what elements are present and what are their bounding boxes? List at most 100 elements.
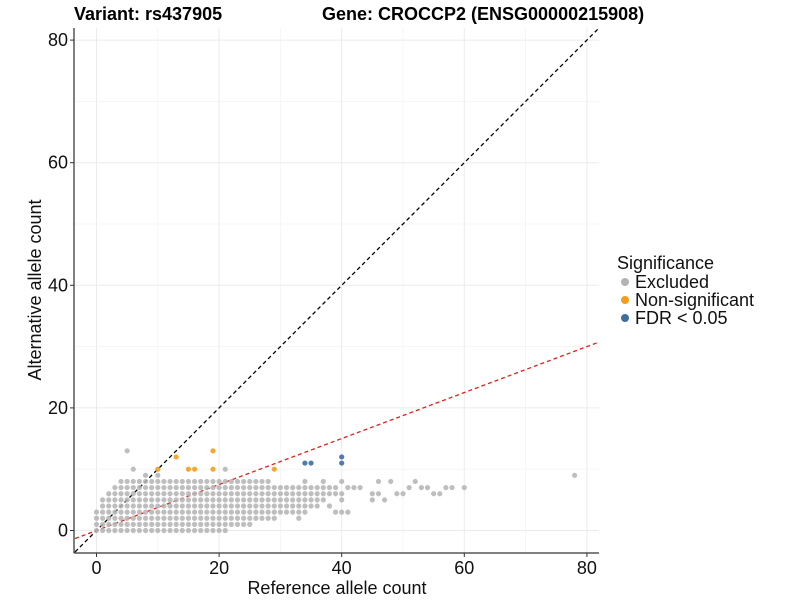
point-excluded [351, 484, 357, 491]
point-excluded [167, 497, 173, 503]
point-non-significant [173, 454, 179, 460]
point-excluded [345, 484, 351, 491]
point-excluded [326, 491, 333, 497]
point-excluded [228, 497, 234, 503]
point-excluded [259, 491, 265, 497]
point-excluded [326, 484, 333, 491]
point-excluded [283, 509, 290, 515]
point-excluded [155, 472, 161, 478]
point-excluded [302, 478, 308, 485]
point-excluded [259, 509, 265, 515]
point-excluded [412, 478, 418, 485]
point-excluded [118, 503, 124, 509]
point-excluded [173, 509, 179, 515]
point-excluded [191, 515, 198, 521]
point-excluded [228, 515, 234, 521]
point-excluded [191, 521, 198, 527]
legend-label-non-significant: Non-significant [635, 290, 755, 310]
point-excluded [130, 478, 136, 485]
point-excluded [204, 478, 210, 485]
point-excluded [216, 521, 222, 527]
point-excluded [106, 509, 112, 515]
point-excluded [185, 515, 192, 521]
point-excluded [332, 491, 339, 497]
point-excluded [118, 509, 124, 515]
point-excluded [204, 527, 210, 534]
point-excluded [216, 527, 222, 534]
point-excluded [234, 509, 241, 515]
point-excluded [222, 466, 228, 472]
point-excluded [198, 497, 204, 503]
point-excluded [271, 491, 277, 497]
point-excluded [204, 503, 210, 509]
point-excluded [112, 484, 118, 491]
point-excluded [149, 484, 155, 491]
point-excluded [142, 503, 149, 509]
y-axis-title: Alternative allele count [25, 199, 45, 380]
legend-item-non-significant: Non-significant [617, 291, 754, 309]
point-excluded [204, 509, 210, 515]
point-excluded [161, 503, 167, 509]
point-excluded [265, 509, 271, 515]
point-excluded [155, 478, 161, 485]
point-excluded [185, 503, 192, 509]
point-fdr [302, 460, 308, 466]
point-excluded [118, 515, 124, 521]
point-excluded [161, 491, 167, 497]
legend-item-excluded: Excluded [617, 273, 754, 291]
point-excluded [228, 521, 234, 527]
point-excluded [112, 521, 118, 527]
point-excluded [191, 478, 198, 485]
point-excluded [185, 521, 192, 527]
point-excluded [241, 503, 247, 509]
point-excluded [253, 478, 259, 485]
point-excluded [247, 515, 253, 521]
point-fdr [339, 454, 345, 460]
point-excluded [222, 521, 228, 527]
legend-dot-excluded [621, 278, 629, 286]
point-excluded [314, 484, 320, 491]
point-excluded [375, 478, 382, 485]
point-excluded [179, 484, 185, 491]
point-excluded [210, 491, 216, 497]
x-axis-title: Reference allele count [247, 578, 426, 598]
point-excluded [228, 484, 234, 491]
legend-label-fdr: FDR < 0.05 [635, 308, 728, 328]
point-excluded [185, 484, 192, 491]
point-excluded [173, 521, 179, 527]
point-excluded [167, 491, 173, 497]
point-excluded [259, 503, 265, 509]
point-excluded [222, 509, 228, 515]
point-excluded [191, 497, 198, 503]
point-excluded [198, 509, 204, 515]
point-excluded [308, 497, 314, 503]
point-excluded [136, 521, 143, 527]
point-excluded [198, 515, 204, 521]
point-excluded [296, 503, 302, 509]
point-excluded [271, 497, 277, 503]
point-excluded [198, 484, 204, 491]
point-excluded [173, 484, 179, 491]
point-excluded [161, 527, 167, 534]
point-excluded [161, 515, 167, 521]
point-excluded [130, 491, 136, 497]
point-non-significant [155, 466, 161, 472]
point-excluded [308, 491, 314, 497]
point-excluded [216, 515, 222, 521]
point-excluded [198, 491, 204, 497]
point-excluded [314, 503, 320, 509]
point-excluded [130, 515, 136, 521]
point-excluded [149, 478, 155, 485]
point-excluded [265, 515, 271, 521]
y-tick-label: 60 [48, 153, 68, 173]
point-excluded [265, 497, 271, 503]
point-excluded [216, 478, 222, 485]
point-excluded [265, 503, 271, 509]
point-excluded [290, 484, 296, 491]
point-excluded [320, 497, 326, 503]
point-excluded [149, 509, 155, 515]
point-excluded [345, 509, 351, 515]
point-excluded [247, 503, 253, 509]
point-non-significant [191, 466, 198, 472]
point-excluded [357, 484, 363, 491]
